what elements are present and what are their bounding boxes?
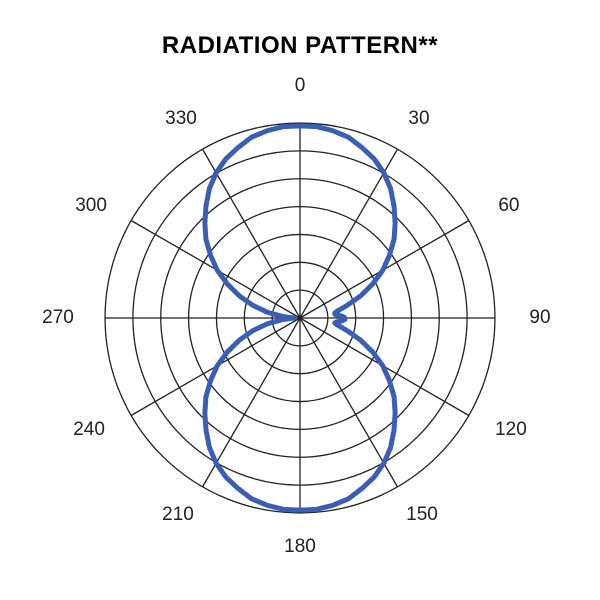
- angle-label-120: 120: [495, 419, 527, 441]
- angle-label-60: 60: [498, 195, 519, 217]
- angle-label-330: 330: [165, 108, 197, 130]
- angle-label-210: 210: [162, 504, 194, 526]
- polar-chart: RADIATION PATTERN** 03060901201501802102…: [0, 0, 600, 600]
- angle-label-150: 150: [406, 504, 438, 526]
- angle-label-270: 270: [42, 307, 74, 329]
- angle-label-30: 30: [408, 108, 429, 130]
- angle-label-90: 90: [529, 307, 550, 329]
- angle-label-0: 0: [295, 75, 306, 97]
- angle-label-240: 240: [73, 419, 105, 441]
- angle-label-180: 180: [284, 536, 316, 558]
- angle-label-300: 300: [75, 195, 107, 217]
